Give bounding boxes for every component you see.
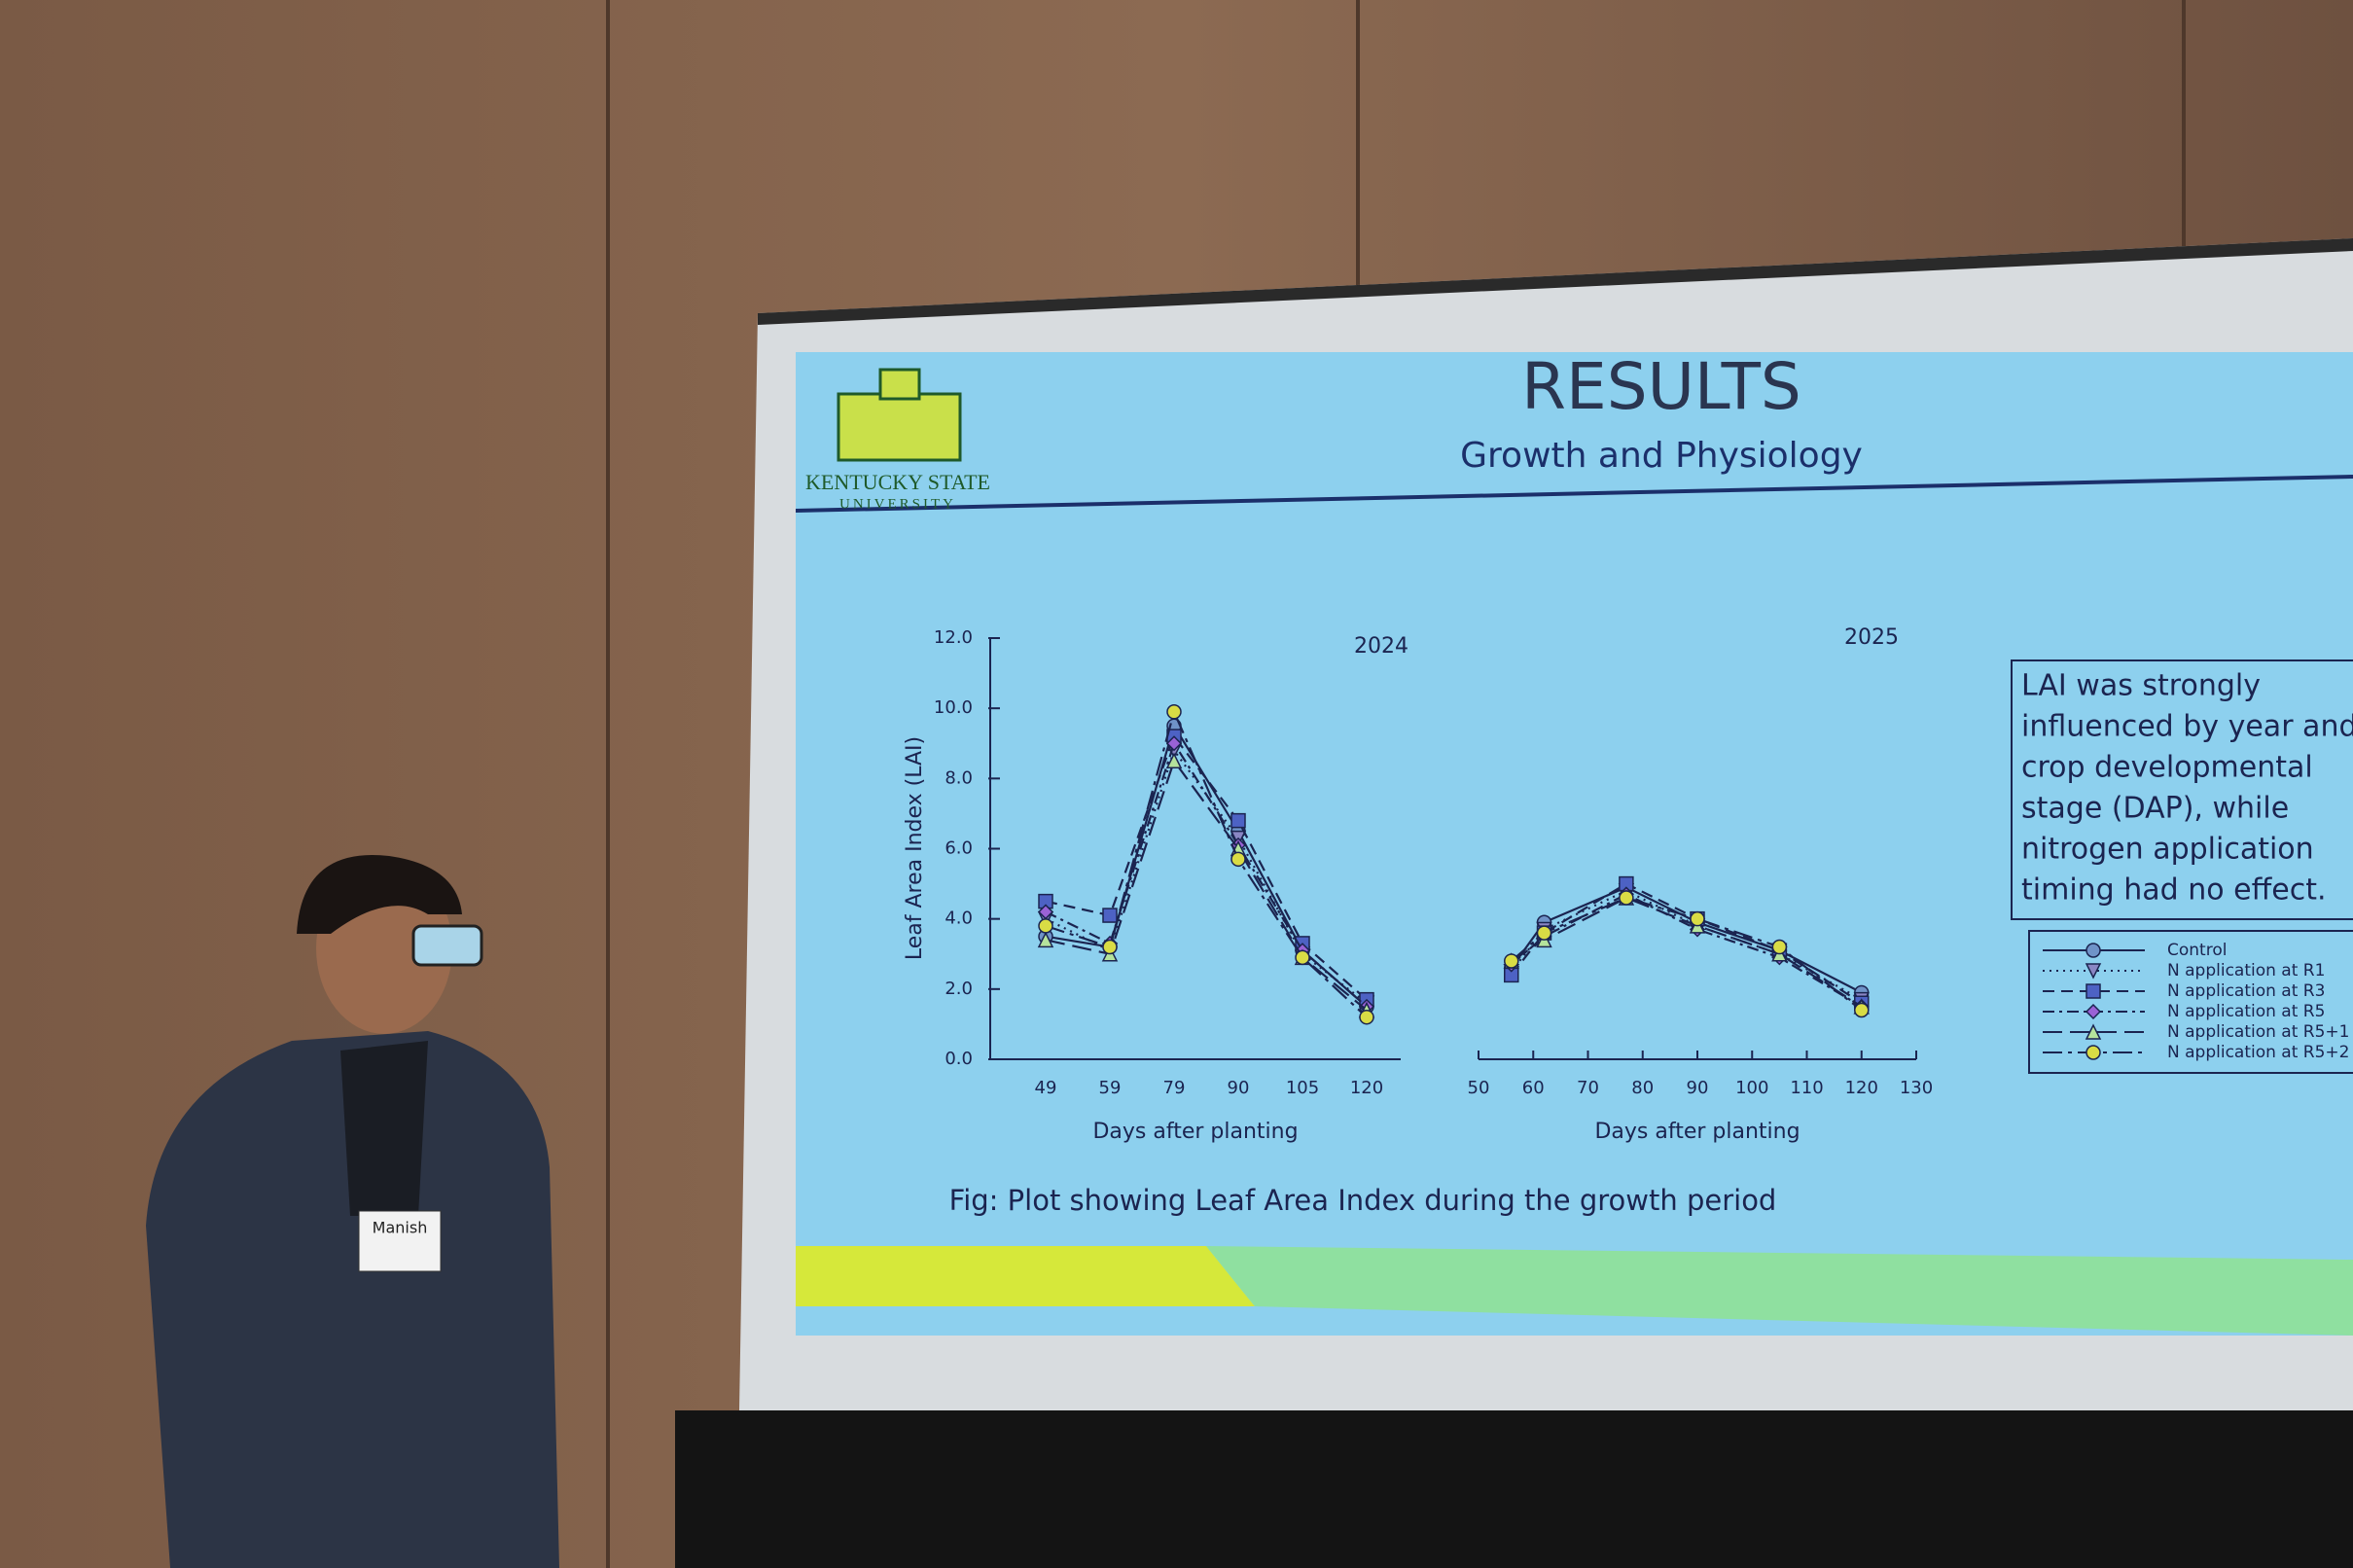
series-line — [1045, 708, 1368, 1018]
x-tick-label: 120 — [1845, 1078, 1878, 1098]
slide-subtitle: Growth and Physiology — [1460, 436, 1863, 476]
badge — [358, 1210, 442, 1272]
badge-name: Manish — [373, 1219, 428, 1237]
legend-label: N application at R1 — [2167, 961, 2325, 980]
marker — [1102, 908, 1118, 923]
logo-building — [837, 392, 962, 462]
x-tick-label: 130 — [1900, 1078, 1933, 1098]
logo-text: UNIVERSITY — [839, 496, 956, 512]
x-axis-label: Days after planting — [1594, 1120, 1800, 1144]
y-tick-label: 8.0 — [945, 767, 973, 788]
y-tick-label: 12.0 — [934, 627, 973, 648]
x-tick-label: 90 — [1687, 1078, 1709, 1098]
slide-content: KENTUCKY STATE UNIVERSITY RESULTS Growth… — [796, 349, 2353, 1336]
header-rule — [796, 475, 2353, 513]
x-tick-label: 49 — [1035, 1078, 1057, 1098]
legend-label: N application at R5+1 — [2167, 1022, 2349, 1042]
y-tick-label: 0.0 — [945, 1049, 973, 1069]
legend-label: N application at R3 — [2167, 981, 2325, 1001]
legend-label: N application at R5 — [2167, 1002, 2325, 1021]
legend-label: N application at R5+2 — [2167, 1043, 2349, 1062]
slide-title: RESULTS — [1521, 349, 1801, 424]
marker — [1230, 812, 1246, 829]
marker — [1359, 1009, 1374, 1025]
x-tick-label: 90 — [1228, 1078, 1250, 1098]
slide — [796, 352, 2353, 1336]
marker — [1037, 931, 1054, 948]
x-tick-label: 105 — [1286, 1078, 1319, 1098]
marker — [1295, 949, 1310, 966]
x-tick-label: 100 — [1735, 1078, 1768, 1098]
x-tick-label: 59 — [1099, 1078, 1122, 1098]
chart-title: 2025 — [1844, 625, 1899, 650]
note-box — [2011, 659, 2353, 920]
marker — [1771, 939, 1788, 955]
marker — [2085, 1003, 2102, 1020]
marker — [1038, 918, 1053, 934]
charts: 0.0 2.0 4.0 6.0 8.0 10.0 12.0 49 59 79 90 105 120 202… — [903, 625, 1933, 1144]
marker — [1536, 925, 1552, 941]
note-line: nitrogen application — [2021, 833, 2314, 867]
logo-tower — [878, 368, 921, 401]
shirt — [340, 1041, 428, 1216]
marker — [1102, 939, 1118, 955]
presenter: Manish — [146, 855, 559, 1568]
x-tick-label: 60 — [1522, 1078, 1545, 1098]
glasses — [411, 924, 483, 967]
note-text: LAI was strongly influenced by year and cr… — [2021, 669, 2353, 908]
jacket — [146, 1031, 559, 1568]
y-axis-label: Leaf Area Index (LAI) — [903, 736, 927, 960]
chart-title: 2024 — [1354, 634, 1408, 659]
marker — [1165, 752, 1183, 769]
marker — [1230, 851, 1246, 868]
marker — [1165, 735, 1183, 752]
figure-caption: Fig: Plot showing Leaf Area Index during… — [949, 1184, 1777, 1217]
legend-box — [2028, 930, 2353, 1074]
marker — [1166, 704, 1182, 720]
x-tick-label: 70 — [1577, 1078, 1599, 1098]
y-tick-label: 4.0 — [945, 909, 973, 929]
marker — [2086, 983, 2101, 999]
note-line: timing had no effect. — [2021, 873, 2327, 908]
footer-stripe — [796, 1246, 1255, 1306]
series-line — [1045, 740, 1368, 1008]
note-line: LAI was strongly — [2021, 669, 2261, 703]
x-tick-label: 50 — [1468, 1078, 1490, 1098]
y-tick-label: 10.0 — [934, 697, 973, 718]
y-tick-label: 6.0 — [945, 838, 973, 859]
legend-label: Control — [2167, 941, 2227, 960]
table-drape — [675, 1410, 2353, 1568]
hair — [297, 855, 462, 934]
x-tick-label: 120 — [1350, 1078, 1383, 1098]
marker — [1504, 953, 1519, 969]
x-tick-label: 80 — [1631, 1078, 1654, 1098]
marker — [1854, 1002, 1870, 1018]
marker — [2085, 1023, 2102, 1040]
marker — [1619, 890, 1634, 906]
note-line: crop developmental — [2021, 751, 2313, 785]
logo: KENTUCKY STATE UNIVERSITY — [805, 368, 990, 512]
marker — [1690, 910, 1705, 927]
note-line: stage (DAP), while — [2021, 792, 2289, 826]
marker — [2086, 943, 2101, 958]
x-tick-label: 79 — [1163, 1078, 1186, 1098]
y-tick-label: 2.0 — [945, 979, 973, 999]
x-axis-label: Days after planting — [1092, 1120, 1298, 1144]
logo-text: KENTUCKY STATE — [805, 470, 990, 494]
marker — [2085, 963, 2102, 980]
marker — [2086, 1045, 2101, 1060]
screen-top-bar — [758, 238, 2353, 325]
x-tick-label: 110 — [1790, 1078, 1823, 1098]
note-line: influenced by year and — [2021, 710, 2353, 744]
footer-stripe — [1206, 1246, 2353, 1336]
